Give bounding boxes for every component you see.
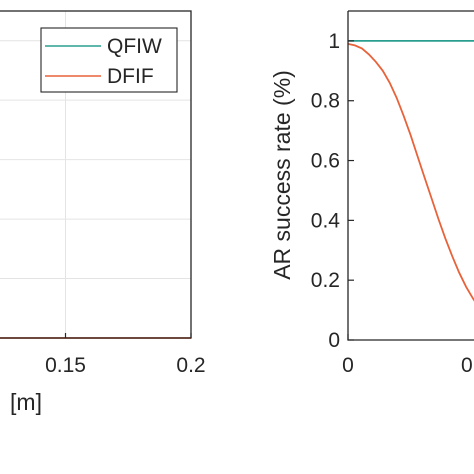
right-ylabel: AR success rate (%): [269, 70, 295, 280]
left-xtick-label-1: 0.2: [176, 354, 205, 377]
right-xtick-label-0: 0: [342, 354, 354, 377]
right-plot-lines: [347, 40, 474, 302]
right-ytick-label-5: 1: [328, 30, 340, 53]
right-tick-labels: 00.20.40.60.810 0: [311, 30, 473, 377]
legend-label-dfif: DFIF: [107, 65, 154, 88]
legend-box: [40, 27, 178, 93]
right-ytick-label-4: 0.8: [311, 90, 340, 113]
left-xtick-label-0: 0.15: [45, 354, 86, 377]
left-tick-labels: 0.15 0.2: [45, 333, 206, 377]
right-axes: 00.20.40.60.810 0 AR success rate (%): [269, 10, 474, 377]
right-axes-frame: [347, 10, 474, 341]
right-series-dfif: [347, 43, 474, 302]
right-xtick-label-cropped: 0: [461, 354, 473, 377]
legend: QFIW DFIF: [40, 27, 178, 93]
right-ytick-label-2: 0.4: [311, 209, 341, 232]
right-ytick-label-0: 0: [328, 329, 340, 352]
right-ytick-label-3: 0.6: [311, 150, 340, 173]
legend-label-qfiw: QFIW: [107, 35, 162, 58]
right-ytick-label-1: 0.2: [311, 269, 340, 292]
left-axes: 0.15 0.2 [m] QFIW DFIF: [0, 10, 206, 415]
left-xlabel: [m]: [10, 389, 42, 415]
